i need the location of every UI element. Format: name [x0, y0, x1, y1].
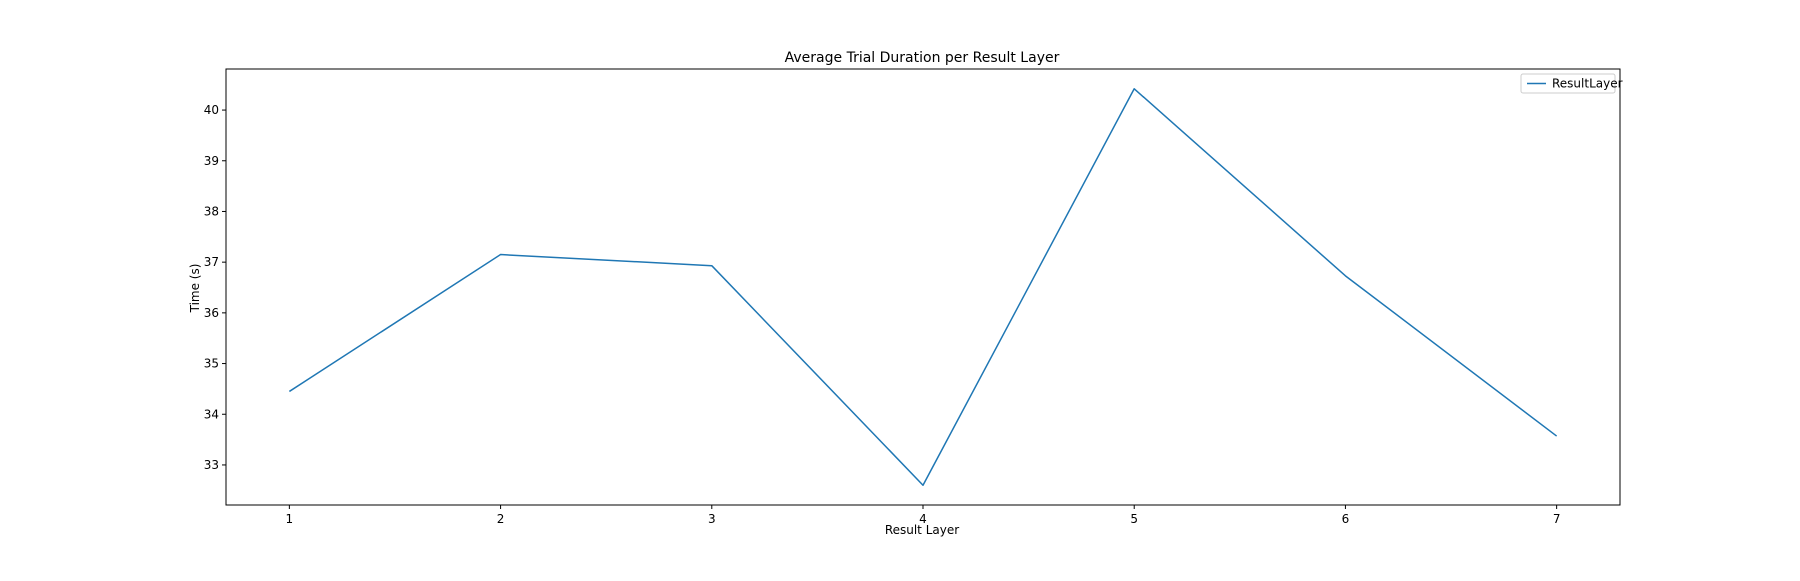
x-tick-label: 2 [497, 512, 505, 526]
series-line-resultlayer [288, 88, 1558, 486]
y-tick-label: 35 [204, 357, 219, 371]
x-axis-label: Result Layer [885, 523, 959, 537]
y-tick-label: 39 [204, 154, 219, 168]
x-tick-label: 1 [286, 512, 294, 526]
y-tick-label: 37 [204, 255, 219, 269]
x-axis: 1 2 3 4 5 6 7 [286, 505, 1561, 526]
x-tick-label: 3 [708, 512, 716, 526]
series-layer [288, 88, 1558, 486]
x-tick-label: 7 [1553, 512, 1561, 526]
chart-title: Average Trial Duration per Result Layer [785, 50, 1060, 66]
legend-label-resultlayer: ResultLayer [1552, 77, 1623, 91]
y-tick-label: 33 [204, 458, 219, 472]
y-axis: 33 34 35 36 37 38 39 40 [204, 103, 226, 472]
y-tick-label: 36 [204, 306, 219, 320]
y-axis-label: Time (s) [188, 264, 202, 314]
y-tick-label: 40 [204, 103, 219, 117]
x-tick-label: 5 [1130, 512, 1138, 526]
x-tick-label: 6 [1342, 512, 1350, 526]
y-tick-label: 38 [204, 204, 219, 218]
x-tick-label: 4 [919, 512, 927, 526]
y-tick-label: 34 [204, 407, 219, 421]
legend-box [1520, 73, 1616, 94]
legend: ResultLayer [1520, 73, 1623, 94]
